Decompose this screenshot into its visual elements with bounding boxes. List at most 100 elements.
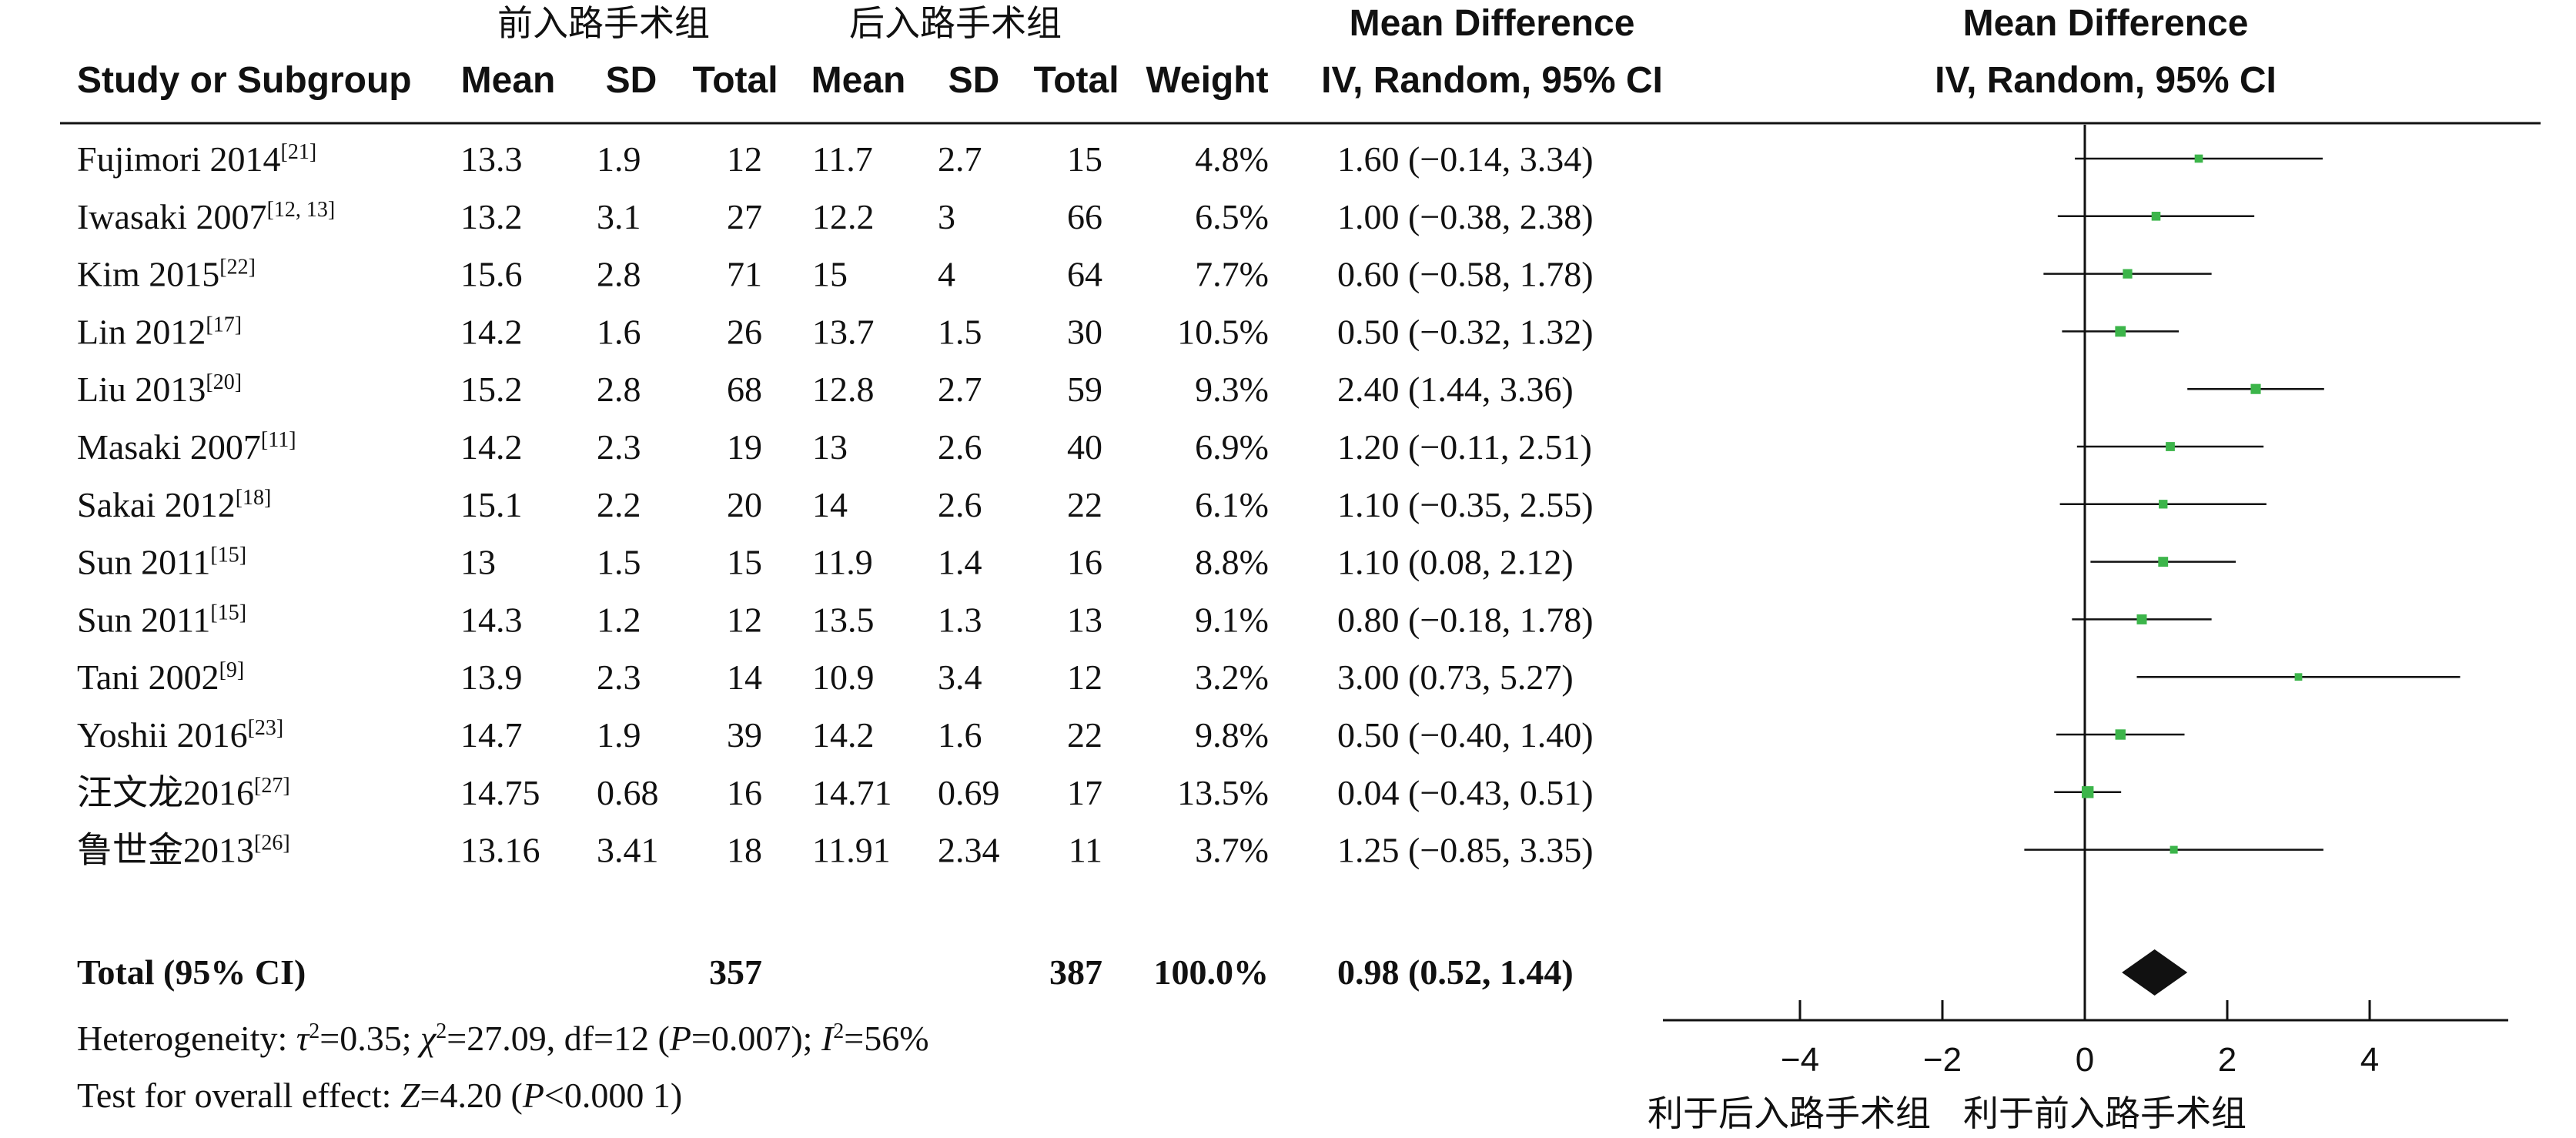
cell-total-exp: 39 <box>727 715 762 755</box>
cell-weight: 3.2% <box>1195 658 1269 697</box>
cell-mean-exp: 13 <box>460 543 496 582</box>
study-name: 汪文龙2016[27] <box>77 773 290 812</box>
cell-mean-exp: 15.1 <box>460 485 523 524</box>
study-label: Iwasaki 2007 <box>77 197 267 236</box>
table-row: 汪文龙2016[27] 14.75 0.68 16 14.71 0.69 17 13.5% 0.… <box>77 773 1594 812</box>
cell-sd-ctl: 3 <box>938 197 955 236</box>
study-ref: [23] <box>248 716 284 740</box>
study-ref: [15] <box>210 544 246 567</box>
total-n-exp: 357 <box>709 952 762 992</box>
cell-mean-ctl: 15 <box>812 255 848 294</box>
oe-p-symbol: P <box>522 1076 544 1115</box>
study-name: Yoshii 2016[23] <box>77 715 283 755</box>
favours-left-label: 利于后入路手术组 <box>1648 1093 1931 1134</box>
cell-sd-exp: 2.3 <box>597 427 641 467</box>
cell-mean-exp: 14.2 <box>460 427 523 467</box>
study-name: Tani 2002[9] <box>77 658 244 697</box>
study-label: Kim 2015 <box>77 255 219 294</box>
study-ref: [21] <box>281 140 317 164</box>
study-point <box>2136 614 2147 624</box>
md-column-subtitle: IV, Random, 95% CI <box>1321 60 1663 101</box>
cell-sd-exp: 2.8 <box>597 255 641 294</box>
cell-mean-ctl: 12.8 <box>812 370 875 409</box>
het-tau-squared: 2 <box>309 1019 319 1043</box>
het-tau-symbol: τ <box>296 1019 310 1058</box>
cell-sd-exp: 1.9 <box>597 139 641 179</box>
x-tick-label: −4 <box>1781 1041 1819 1079</box>
table-row: Iwasaki 2007[12, 13] 13.2 3.1 27 12.2 3 66 6.5%… <box>77 197 1594 236</box>
x-tick-label: 2 <box>2218 1041 2236 1079</box>
study-name: 鲁世金2013[26] <box>77 831 290 870</box>
cell-total-ctl: 64 <box>1067 255 1102 294</box>
col-mean-exp-header: Mean <box>461 60 556 101</box>
col-sd-ctl-header: SD <box>948 60 1000 101</box>
cell-weight: 6.1% <box>1195 485 1269 524</box>
heterogeneity-text: Heterogeneity: τ2=0.35; χ2=27.09, df=12 … <box>77 1019 929 1058</box>
cell-total-exp: 27 <box>727 197 762 236</box>
cell-sd-ctl: 3.4 <box>938 658 982 697</box>
study-rows: Fujimori 2014[21] 13.3 1.9 12 11.7 2.7 15 4.8% 1… <box>77 139 1594 870</box>
cell-sd-ctl: 2.34 <box>938 831 1000 870</box>
cell-total-ctl: 40 <box>1067 427 1102 467</box>
study-name: Iwasaki 2007[12, 13] <box>77 197 335 236</box>
het-tau-value: =0.35; <box>319 1019 420 1058</box>
study-label: Sun 2011 <box>77 543 210 582</box>
col-total-ctl-header: Total <box>1033 60 1119 101</box>
oe-prefix: Test for overall effect: <box>77 1076 400 1115</box>
cell-mean-exp: 14.7 <box>460 715 523 755</box>
x-tick-label: −2 <box>1923 1041 1962 1079</box>
study-point <box>2170 845 2178 854</box>
study-ref: [9] <box>219 658 245 682</box>
cell-sd-ctl: 2.6 <box>938 485 982 524</box>
study-label: Lin 2012 <box>77 312 206 351</box>
cell-sd-exp: 3.1 <box>597 197 641 236</box>
study-ref: [12, 13] <box>267 198 336 222</box>
table-row: Tani 2002[9] 13.9 2.3 14 10.9 3.4 12 3.2% 3.00 (… <box>77 658 1574 697</box>
cell-total-exp: 18 <box>727 831 762 870</box>
total-n-ctl: 387 <box>1049 952 1102 992</box>
table-row: Fujimori 2014[21] 13.3 1.9 12 11.7 2.7 15 4.8% 1… <box>77 139 1594 179</box>
study-point <box>2123 269 2133 279</box>
cell-mean-ctl: 14.71 <box>812 773 892 812</box>
cell-mean-ctl: 10.9 <box>812 658 875 697</box>
cell-weight: 9.1% <box>1195 600 1269 639</box>
pooled-diamond <box>2122 949 2188 996</box>
cell-mean-ctl: 13.7 <box>812 312 875 351</box>
cell-total-exp: 14 <box>727 658 762 697</box>
cell-sd-ctl: 2.7 <box>938 370 982 409</box>
table-row: Sakai 2012[18] 15.1 2.2 20 14 2.6 22 6.1% 1.10 (… <box>77 485 1594 524</box>
md-column-title: Mean Difference <box>1350 3 1635 44</box>
col-sd-exp-header: SD <box>606 60 657 101</box>
cell-weight: 8.8% <box>1195 543 1269 582</box>
cell-sd-exp: 1.5 <box>597 543 641 582</box>
study-point <box>2294 673 2303 681</box>
cell-mean-ctl: 13 <box>812 427 848 467</box>
cell-mean-ctl: 12.2 <box>812 197 875 236</box>
cell-sd-ctl: 1.4 <box>938 543 982 582</box>
study-name: Lin 2012[17] <box>77 312 242 351</box>
cell-mean-exp: 14.2 <box>460 312 523 351</box>
table-row: Kim 2015[22] 15.6 2.8 71 15 4 64 7.7% 0.60 (−0.5… <box>77 255 1594 294</box>
study-label: Sun 2011 <box>77 600 210 639</box>
cell-total-exp: 15 <box>727 543 762 582</box>
cell-sd-exp: 3.41 <box>597 831 659 870</box>
cell-ci-text: 0.50 (−0.40, 1.40) <box>1337 715 1594 755</box>
study-ref: [20] <box>206 370 242 394</box>
study-ref: [27] <box>254 774 290 798</box>
study-name: Fujimori 2014[21] <box>77 139 316 179</box>
cell-sd-exp: 0.68 <box>597 773 659 812</box>
cell-total-exp: 19 <box>727 427 762 467</box>
x-tick-label: 4 <box>2360 1041 2379 1079</box>
cell-sd-exp: 1.9 <box>597 715 641 755</box>
group-exp-title: 前入路手术组 <box>497 2 710 44</box>
cell-mean-exp: 14.75 <box>460 773 540 812</box>
het-chi-value: =27.09, df=12 ( <box>447 1019 670 1058</box>
cell-mean-exp: 13.9 <box>460 658 523 697</box>
cell-total-ctl: 59 <box>1067 370 1102 409</box>
cell-sd-exp: 2.2 <box>597 485 641 524</box>
cell-weight: 9.3% <box>1195 370 1269 409</box>
study-ref: [18] <box>236 486 272 510</box>
cell-total-exp: 20 <box>727 485 762 524</box>
